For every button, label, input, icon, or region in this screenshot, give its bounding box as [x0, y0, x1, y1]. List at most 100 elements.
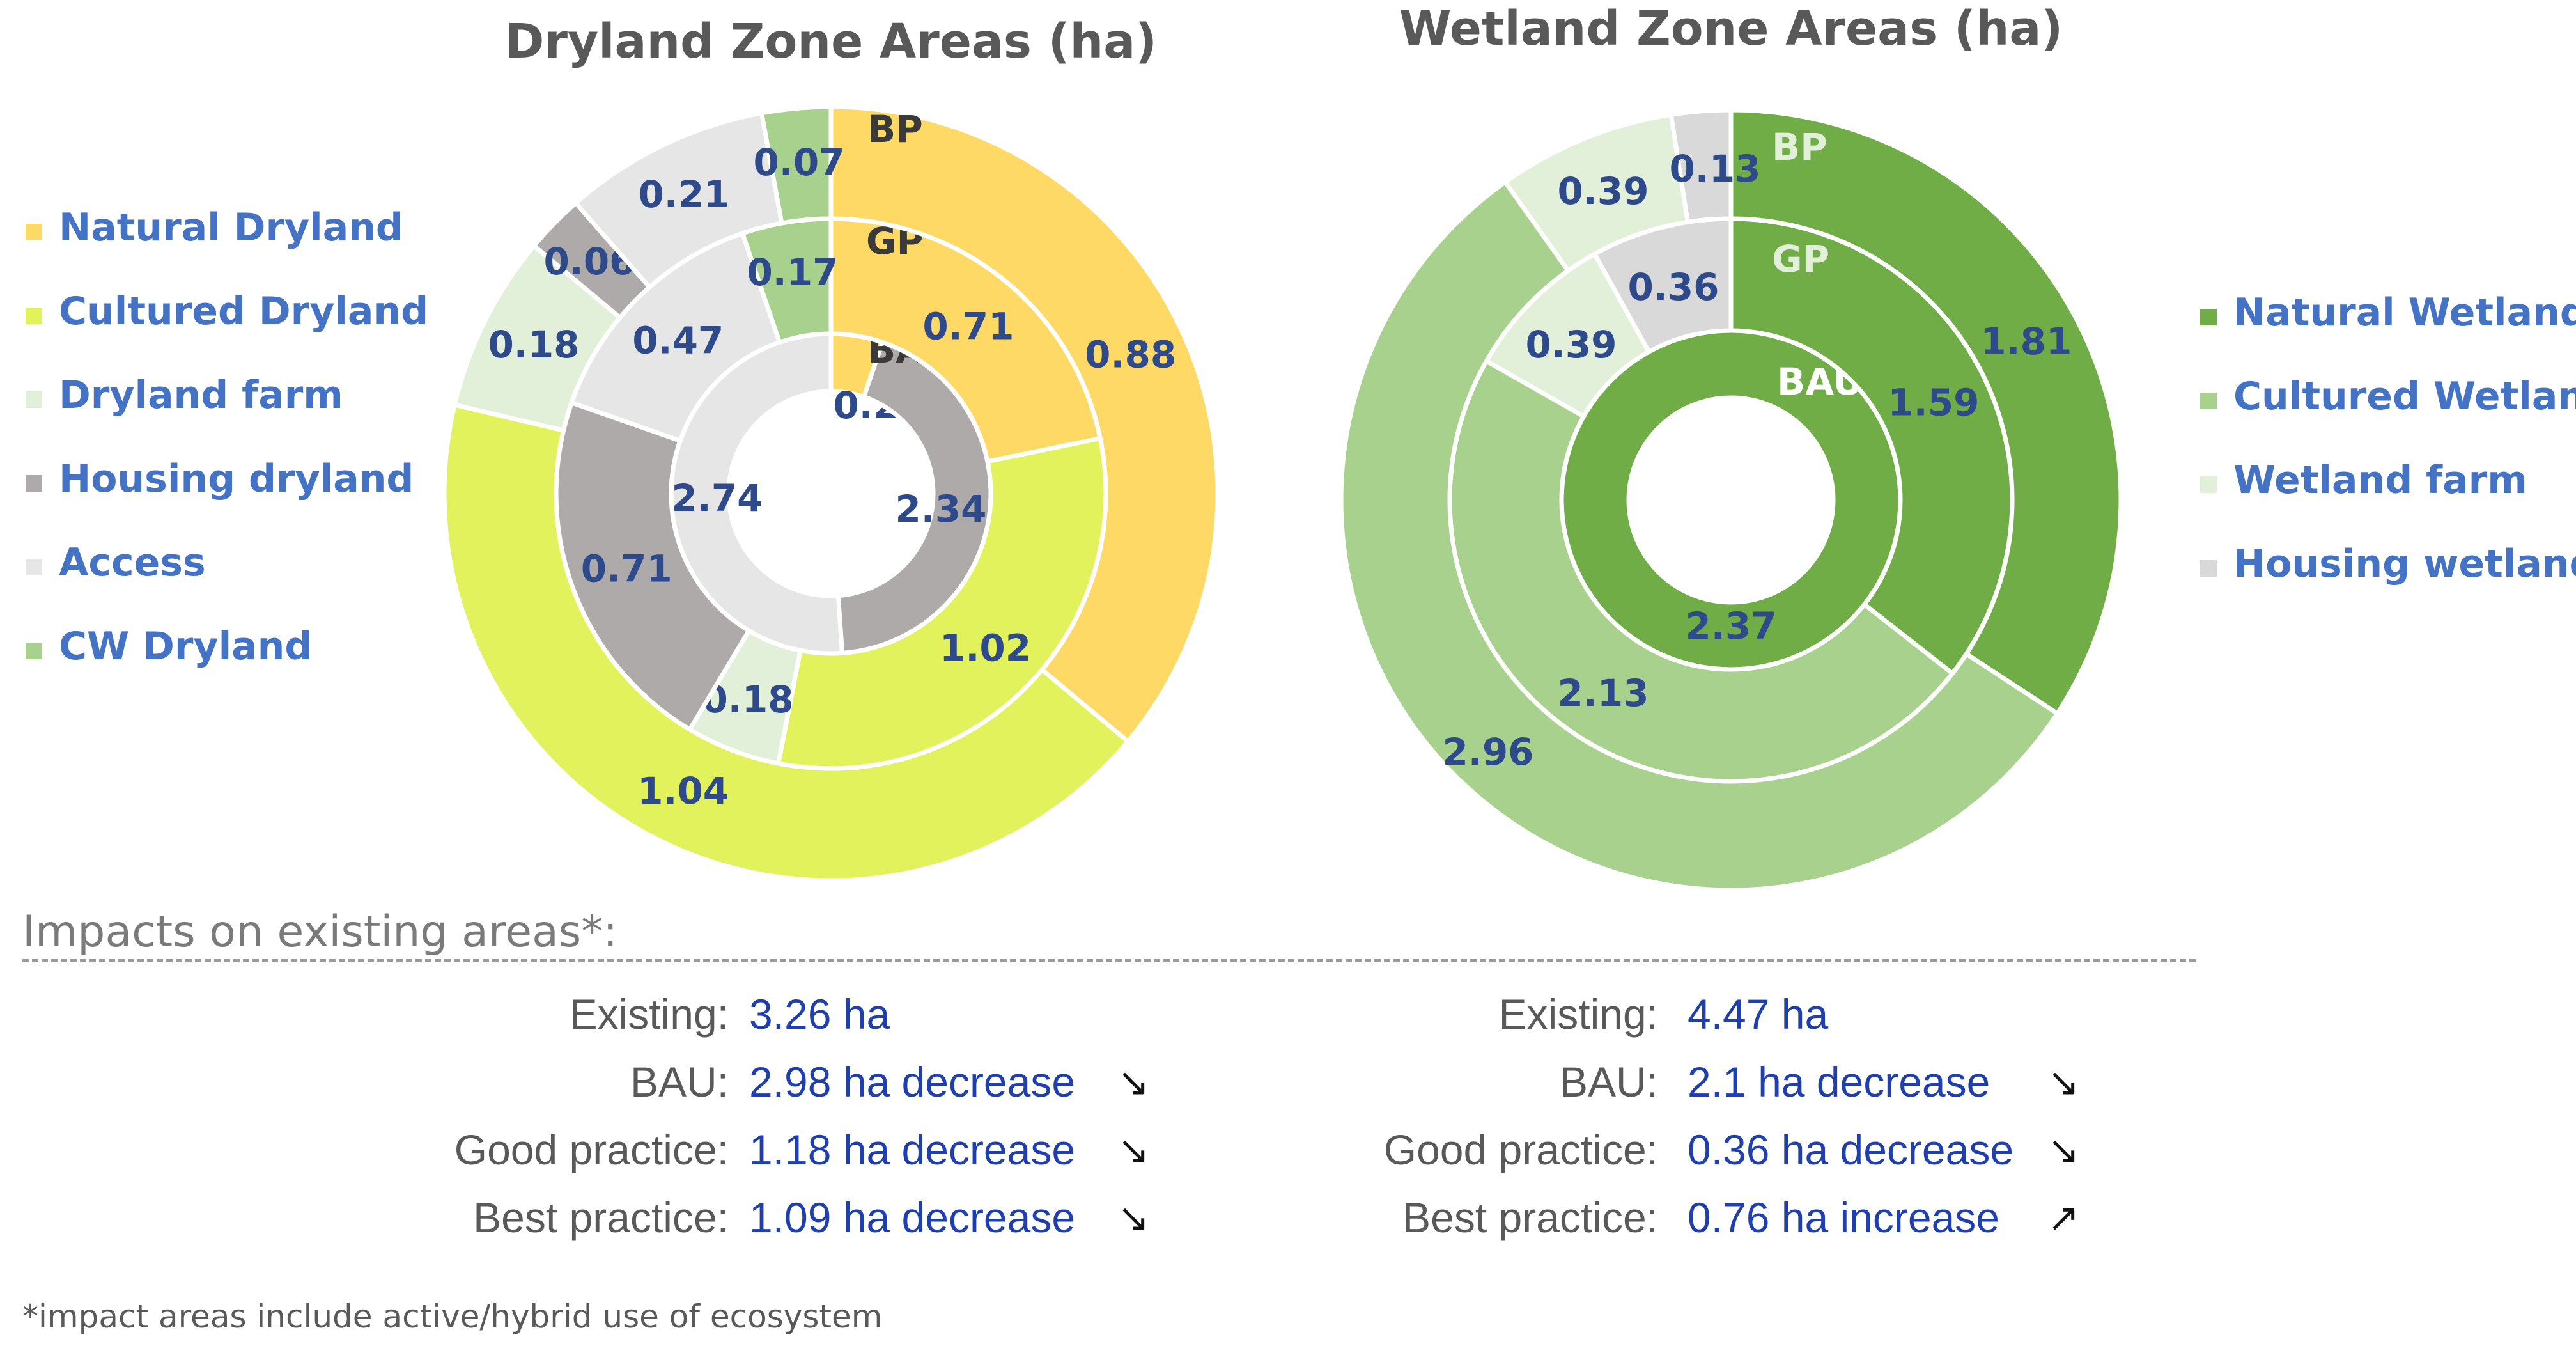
wetland-legend-swatch-wetland-farm [2200, 476, 2217, 493]
dryland-impact-label: Good practice: [0, 1125, 729, 1179]
wetland-impact-value-text: 0.76 ha increase [1688, 1194, 2000, 1241]
dryland-gp-value-housing-dryland: 0.71 [581, 547, 672, 591]
wetland-impact-label-text: Good practice: [1383, 1126, 1658, 1173]
dryland-gp-value-cw-dryland: 0.17 [747, 251, 838, 294]
dryland-donut-chart: Dryland Zone Areas (ha)0.282.342.74BAU0.… [26, 14, 1220, 883]
wetland-impact-value: 0.76 ha increase [1688, 1193, 2097, 1247]
dryland-legend-label-housing-dryland: Housing dryland [59, 457, 414, 501]
wetland-impact-value: 2.1 ha decrease [1688, 1058, 2097, 1111]
arrow-up-right-icon: ↗ [2047, 1196, 2080, 1239]
dryland-gp-value-natural-dryland: 0.71 [922, 305, 1014, 348]
dryland-impact-label: Best practice: [0, 1193, 729, 1247]
wetland-bp-segment-housing-wetland [1668, 107, 1734, 225]
wetland-impact-value: 4.47 ha [1688, 990, 2097, 1044]
wetland-impact-value-text: 2.1 ha decrease [1688, 1058, 1990, 1106]
dryland-legend-label-dryland-farm: Dryland farm [59, 373, 343, 418]
dryland-impact-value: 3.26 ha [749, 990, 1158, 1044]
dryland-impact-arrow-icon: ↘ [1117, 1060, 1168, 1114]
dryland-impact-label-text: Best practice: [473, 1194, 729, 1241]
wetland-impact-arrow-icon: ↗ [2047, 1196, 2099, 1249]
wetland-chart-title: Wetland Zone Areas (ha) [1399, 1, 2063, 56]
dryland-legend-swatch-dryland-farm [26, 391, 42, 408]
dryland-impact-label: BAU: [0, 1058, 729, 1111]
dryland-bp-value-natural-dryland: 0.88 [1085, 333, 1176, 377]
wetland-impact-arrow-icon: ↘ [2047, 1060, 2099, 1114]
wetland-legend-label-natural-wetland: Natural Wetland [2233, 290, 2576, 335]
wetland-bp-value-natural-wetland: 1.81 [1980, 320, 2072, 363]
wetland-impact-value: 0.36 ha decrease [1688, 1125, 2097, 1179]
dryland-impact-value-text: 1.09 ha decrease [749, 1194, 1076, 1241]
dryland-legend-swatch-access [26, 559, 42, 575]
dryland-bp-value-cw-dryland: 0.07 [753, 141, 844, 184]
dryland-bp-value-cultured-dryland: 1.04 [637, 769, 729, 813]
impacts-heading: Impacts on existing areas*: [22, 907, 618, 957]
dryland-impact-label-text: Good practice: [454, 1126, 729, 1173]
dryland-legend-label-cultured-dryland: Cultured Dryland [59, 289, 428, 334]
dryland-bp-segment-cw-dryland [759, 104, 834, 226]
wetland-ring-label-gp: GP [1772, 237, 1829, 281]
dryland-legend-swatch-natural-dryland [26, 224, 42, 240]
wetland-bp-value-cultured-wetland: 2.96 [1442, 730, 1533, 774]
dryland-bp-segment-natural-dryland [828, 104, 1220, 745]
dryland-impact-arrow-icon: ↘ [1117, 1196, 1168, 1249]
wetland-impact-label-text: BAU: [1559, 1058, 1658, 1106]
footnote: *impact areas include active/hybrid use … [22, 1298, 883, 1335]
dryland-impact-value-text: 3.26 ha [749, 990, 890, 1038]
dryland-bp-value-access: 0.21 [638, 173, 729, 216]
dryland-gp-value-access: 0.47 [632, 318, 724, 362]
dryland-bau-value-housing-dryland: 2.34 [895, 487, 986, 531]
wetland-gp-value-wetland-farm: 0.39 [1525, 323, 1617, 366]
dryland-legend-swatch-cultured-dryland [26, 308, 42, 324]
wetland-legend-label-housing-wetland: Housing wetland [2233, 542, 2576, 586]
wetland-impact-arrow-icon: ↘ [2047, 1128, 2099, 1182]
dryland-bp-segment-cultured-dryland [442, 402, 1131, 883]
wetland-legend-label-cultured-wetland: Cultured Wetland [2233, 374, 2576, 419]
arrow-down-right-icon: ↘ [1117, 1061, 1150, 1104]
dryland-bau-value-access: 2.74 [671, 476, 763, 520]
wetland-impact-label: Existing: [0, 990, 1658, 1044]
dryland-bp-value-dryland-farm: 0.18 [488, 323, 579, 366]
wetland-gp-value-natural-wetland: 1.59 [1888, 381, 1979, 425]
dryland-impact-value: 1.09 ha decrease [749, 1193, 1158, 1247]
wetland-legend-swatch-cultured-wetland [2200, 393, 2217, 409]
dryland-impact-arrow-icon: ↘ [1117, 1128, 1168, 1182]
wetland-gp-value-housing-wetland: 0.36 [1627, 265, 1719, 309]
dryland-legend-swatch-housing-dryland [26, 475, 42, 492]
arrow-down-right-icon: ↘ [2047, 1061, 2080, 1104]
impacts-divider [22, 959, 2196, 962]
dryland-impact-value-text: 2.98 ha decrease [749, 1058, 1076, 1106]
wetland-bp-value-wetland-farm: 0.39 [1557, 169, 1649, 213]
arrow-down-right-icon: ↘ [1117, 1129, 1150, 1171]
dryland-impact-label-text: BAU: [630, 1058, 729, 1106]
wetland-impact-value-text: 4.47 ha [1688, 990, 1829, 1038]
wetland-bau-value-natural-wetland: 2.37 [1685, 604, 1776, 648]
wetland-ring-label-bp: BP [1772, 125, 1827, 169]
dryland-impact-value-text: 1.18 ha decrease [749, 1126, 1076, 1173]
dryland-gp-value-cultured-dryland: 1.02 [940, 626, 1031, 669]
wetland-impact-label-text: Existing: [1498, 990, 1658, 1038]
dryland-chart-title: Dryland Zone Areas (ha) [505, 14, 1157, 69]
wetland-legend-label-wetland-farm: Wetland farm [2233, 458, 2527, 503]
arrow-down-right-icon: ↘ [2047, 1129, 2080, 1171]
wetland-bp-value-housing-wetland: 0.13 [1669, 147, 1760, 191]
wetland-impact-value-text: 0.36 ha decrease [1688, 1126, 2014, 1173]
wetland-bp-segment-cultured-wetland [1338, 178, 2061, 893]
arrow-down-right-icon: ↘ [1117, 1196, 1150, 1239]
dryland-legend-swatch-cw-dryland [26, 643, 42, 659]
wetland-legend-swatch-housing-wetland [2200, 560, 2217, 577]
dryland-ring-label-bp: BP [867, 107, 923, 151]
dryland-legend-label-access: Access [59, 540, 206, 585]
charts-canvas: Dryland Zone Areas (ha)0.282.342.74BAU0.… [26, 1, 2576, 893]
dryland-impact-label: Existing: [0, 990, 729, 1044]
dryland-impact-value: 1.18 ha decrease [749, 1125, 1158, 1179]
wetland-legend-swatch-natural-wetland [2200, 309, 2217, 325]
wetland-gp-value-cultured-wetland: 2.13 [1557, 671, 1649, 715]
dryland-legend-label-cw-dryland: CW Dryland [59, 624, 312, 669]
wetland-impact-label: Good practice: [0, 1125, 1658, 1179]
dryland-legend-label-natural-dryland: Natural Dryland [59, 205, 403, 250]
dryland-impact-label-text: Existing: [569, 990, 729, 1038]
wetland-impact-label: Best practice: [0, 1193, 1658, 1247]
dryland-impact-value: 2.98 ha decrease [749, 1058, 1158, 1111]
wetland-impact-label-text: Best practice: [1402, 1194, 1658, 1241]
